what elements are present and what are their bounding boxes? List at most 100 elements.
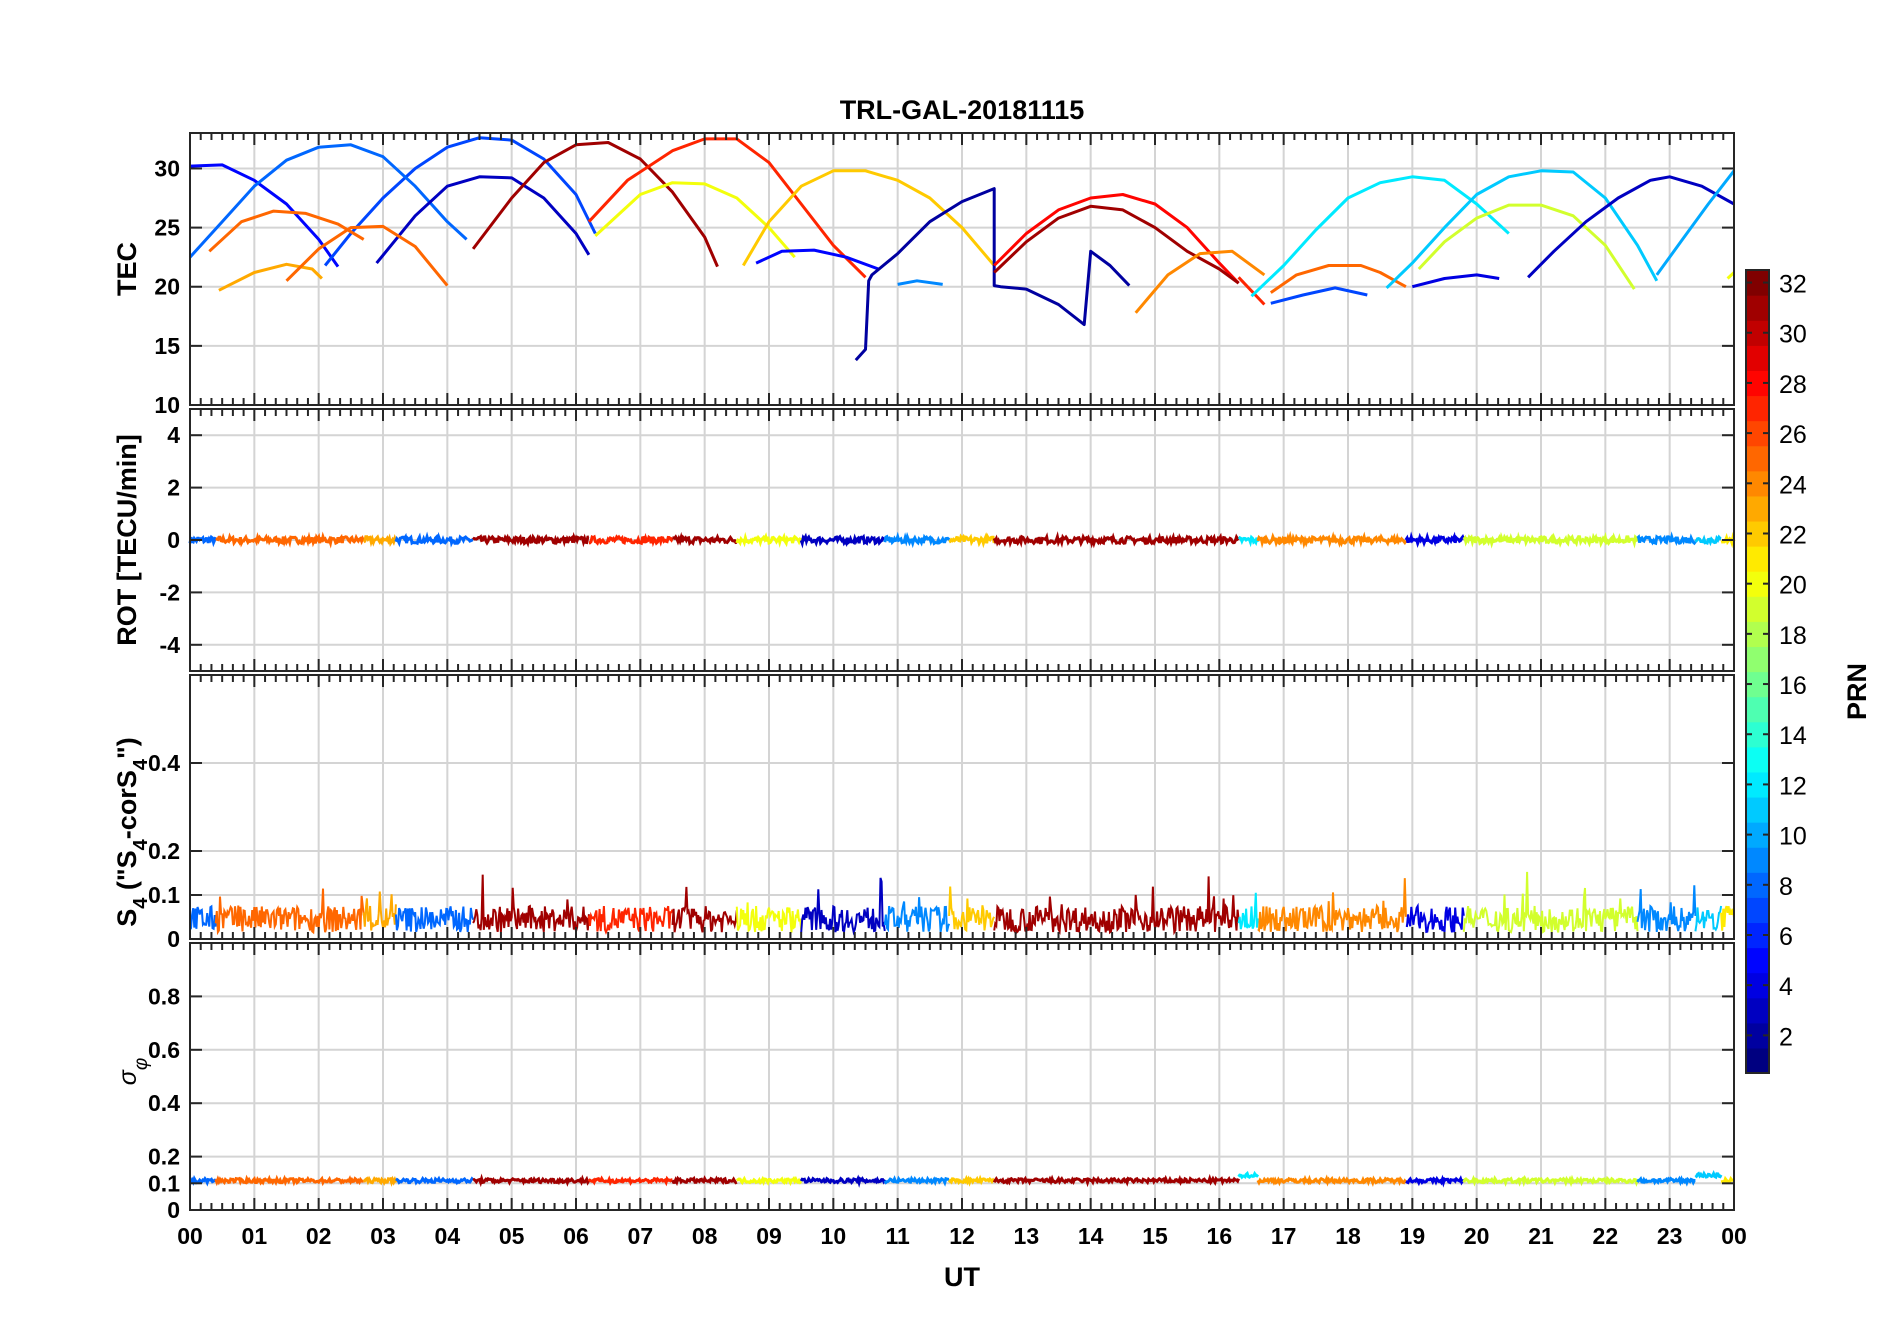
label-subscript: 4 — [130, 838, 152, 850]
label-part: ") — [112, 737, 142, 759]
x-tick-label: 11 — [886, 1223, 911, 1249]
label-part: ("S — [112, 850, 142, 897]
y-tick-label: 30 — [154, 155, 180, 181]
x-axis-label: UT — [944, 1262, 980, 1292]
s4-trace-prn-31 — [472, 874, 590, 933]
colorbar-segment — [1746, 370, 1769, 397]
rot-trace-prn-27 — [588, 532, 674, 548]
tec-series-prn-3 — [375, 175, 591, 265]
y-tick-label: 0.4 — [148, 1090, 180, 1116]
tec-series-prn-25 — [285, 224, 449, 287]
sigma-trace-prn-31 — [671, 1175, 738, 1187]
rot-trace-prn-31 — [471, 531, 590, 548]
y-tick-label: 0.4 — [148, 750, 180, 776]
y-axis-label-s4: S4 ("S4-corS4") — [112, 737, 152, 927]
tec-series-prn-10 — [1655, 169, 1736, 276]
x-tick-label: 05 — [499, 1223, 525, 1249]
tec-series-prn-9 — [897, 279, 943, 286]
s4-trace-prn-22 — [948, 886, 996, 933]
colorbar-label: PRN — [1842, 663, 1872, 720]
sigma-trace-prn-11 — [1694, 1169, 1723, 1180]
rot-trace-prn-12 — [1238, 534, 1260, 548]
s4-trace-prn-21 — [1720, 905, 1735, 931]
x-tick-label: 00 — [177, 1223, 203, 1249]
tec-series-prn-5 — [189, 163, 340, 268]
tec-series-prn-27 — [1237, 276, 1266, 306]
sigma-trace-prn-9 — [1636, 1175, 1696, 1187]
tec-series-prn-25 — [1269, 264, 1407, 294]
chart-title: TRL-GAL-20181115 — [840, 95, 1085, 125]
colorbar-tick-label: 4 — [1779, 973, 1793, 1001]
label-subscript: 4 — [130, 758, 152, 770]
colorbar-tick-label: 26 — [1779, 421, 1807, 449]
y-tick-label: 10 — [154, 392, 180, 418]
y-tick-label: 0.2 — [148, 838, 180, 864]
colorbar-segment — [1746, 696, 1769, 723]
tec-series-prn-7 — [323, 136, 597, 267]
colorbar-tick-label: 12 — [1779, 772, 1807, 800]
y-tick-label: 15 — [154, 333, 180, 359]
label-part: S — [112, 909, 142, 927]
colorbar-segment — [1746, 746, 1769, 773]
rot-trace-prn-3 — [799, 532, 886, 549]
s4-trace-prn-4 — [1405, 902, 1465, 934]
x-tick-label: 21 — [1528, 1223, 1554, 1249]
colorbar-tick-label: 30 — [1779, 321, 1807, 349]
tec-series-prn-11 — [1385, 169, 1659, 289]
y-tick-label: -2 — [160, 579, 180, 605]
sigma-trace-prn-3 — [799, 1174, 887, 1188]
tec-series-prn-24 — [1134, 249, 1266, 314]
x-tick-label: 08 — [692, 1223, 718, 1249]
colorbar-segment — [1746, 1022, 1769, 1049]
y-tick-label: 0 — [167, 1197, 180, 1223]
colorbar-tick-label: 20 — [1779, 572, 1807, 600]
rot-trace-prn-9 — [1636, 531, 1697, 547]
colorbar-tick-label: 10 — [1779, 823, 1807, 851]
sigma-trace-prn-4 — [1405, 1174, 1465, 1188]
colorbar-segment — [1746, 270, 1769, 296]
colorbar-tick-label: 8 — [1779, 873, 1793, 901]
x-tick-label: 13 — [1014, 1223, 1040, 1249]
y-tick-label: 0.1 — [148, 882, 180, 908]
panel-tec: 10 15 20 25 30 TEC — [112, 132, 1736, 418]
s4-trace-prn-25 — [214, 888, 365, 936]
sigma-trace-prn-19 — [1462, 1174, 1639, 1188]
colorbar-tick-label: 2 — [1779, 1023, 1793, 1051]
label-phi: φ — [131, 1058, 152, 1070]
colorbar-segment — [1746, 571, 1769, 597]
colorbar-segment — [1746, 395, 1769, 422]
colorbar-segment — [1746, 947, 1769, 974]
y-tick-label: 0 — [167, 527, 180, 553]
tec-series-prn-23 — [218, 262, 323, 292]
colorbar-segment — [1746, 546, 1769, 572]
x-tick-label: 22 — [1593, 1223, 1619, 1249]
sigma-trace-prn-9 — [883, 1175, 950, 1187]
x-tick-label: 16 — [1207, 1223, 1233, 1249]
colorbar-segment — [1746, 621, 1769, 648]
sigma-trace-prn-21 — [1720, 1175, 1735, 1184]
sigma-trace-prn-23 — [362, 1175, 398, 1187]
colorbar-segment — [1746, 596, 1769, 622]
rot-trace-prn-31 — [992, 531, 1240, 549]
x-tick-label: 09 — [756, 1223, 782, 1249]
colorbar-tick-label: 6 — [1779, 923, 1793, 951]
x-tick-label: 19 — [1400, 1223, 1426, 1249]
colorbar-segment — [1746, 295, 1769, 321]
y-tick-label: 20 — [154, 274, 180, 300]
tec-series-prn-25 — [208, 209, 365, 253]
colorbar-tick-label: 32 — [1779, 271, 1807, 299]
x-tick-label: 20 — [1464, 1223, 1490, 1249]
colorbar-segment — [1746, 922, 1769, 949]
y-tick-label: 2 — [167, 475, 180, 501]
sigma-trace-prn-31 — [992, 1173, 1240, 1188]
rot-trace-prn-25 — [215, 531, 366, 549]
label-subscript: 4 — [130, 897, 152, 909]
colorbar-segment — [1746, 822, 1769, 848]
x-tick-label: 04 — [435, 1223, 461, 1249]
sigma-trace-prn-22 — [947, 1174, 996, 1187]
y-axis-label-rot: ROT [TECU/min] — [112, 434, 142, 645]
colorbar-segment — [1746, 646, 1769, 673]
colorbar-segment — [1746, 420, 1769, 447]
